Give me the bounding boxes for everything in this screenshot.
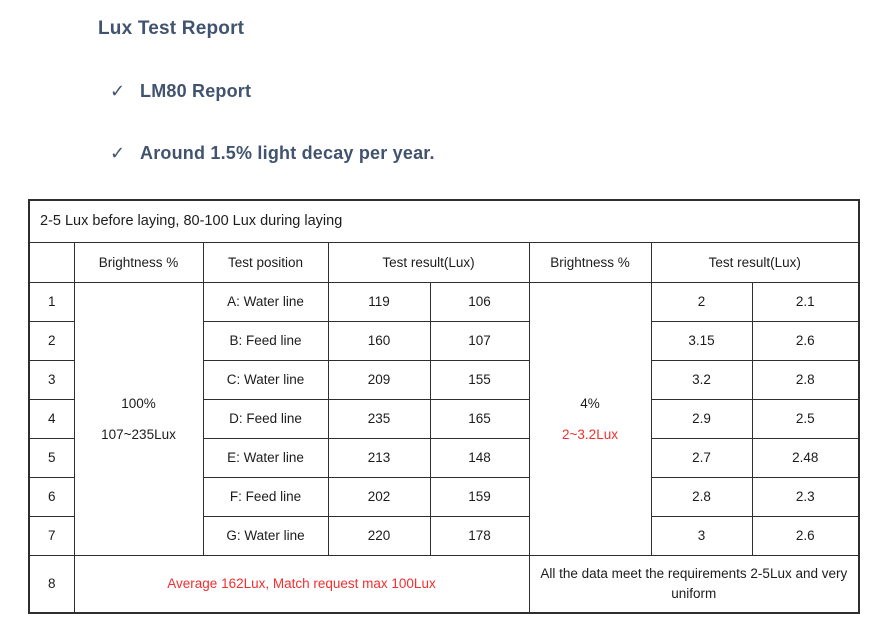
result-cell: 2.7 <box>650 437 753 478</box>
result-cell: 165 <box>429 398 530 439</box>
test-position-cell: D: Feed line <box>202 398 329 439</box>
brightness-left-range: 107~235Lux <box>101 426 176 442</box>
result-cell: 2.3 <box>751 476 860 517</box>
brightness-left-cell: 100% 107~235Lux <box>73 281 204 556</box>
result-cell: 178 <box>429 515 530 556</box>
test-position-cell: E: Water line <box>202 437 329 478</box>
row-number-cell: 3 <box>28 359 75 400</box>
row-number-cell: 1 <box>28 281 75 322</box>
result-cell: 3.2 <box>650 359 753 400</box>
table-caption: 2-5 Lux before laying, 80-100 Lux during… <box>28 199 860 243</box>
header-test-position: Test position <box>202 241 329 283</box>
result-cell: 2.9 <box>650 398 753 439</box>
bullet-label: LM80 Report <box>140 81 252 101</box>
brightness-right-value: 4% <box>580 395 600 411</box>
result-cell: 148 <box>429 437 530 478</box>
result-cell: 2.1 <box>751 281 860 322</box>
result-cell: 2.5 <box>751 398 860 439</box>
brightness-right-cell: 4% 2~3.2Lux <box>528 281 652 556</box>
result-cell: 202 <box>327 476 431 517</box>
result-cell: 2.6 <box>751 320 860 361</box>
table-row: 6 F: Feed line 202 159 2.8 2.3 <box>28 476 860 517</box>
bullet-item-light-decay: ✓ Around 1.5% light decay per year. <box>110 142 435 164</box>
result-cell: 155 <box>429 359 530 400</box>
result-cell: 107 <box>429 320 530 361</box>
brightness-left-value: 100% <box>121 395 156 411</box>
table-summary-row: 8 Average 162Lux, Match request max 100L… <box>28 554 860 614</box>
result-cell: 160 <box>327 320 431 361</box>
table-row: 5 E: Water line 213 148 2.7 2.48 <box>28 437 860 478</box>
row-number-cell: 6 <box>28 476 75 517</box>
row-number-cell: 2 <box>28 320 75 361</box>
result-cell: 2.8 <box>751 359 860 400</box>
summary-right-cell: All the data meet the requirements 2-5Lu… <box>528 554 860 614</box>
result-cell: 220 <box>327 515 431 556</box>
bullet-label: Around 1.5% light decay per year. <box>140 143 435 163</box>
test-position-cell: F: Feed line <box>202 476 329 517</box>
lux-test-table: 2-5 Lux before laying, 80-100 Lux during… <box>28 199 861 614</box>
result-cell: 119 <box>327 281 431 322</box>
result-cell: 3 <box>650 515 753 556</box>
summary-left-cell: Average 162Lux, Match request max 100Lux <box>73 554 530 614</box>
table-row: 2 B: Feed line 160 107 3.15 2.6 <box>28 320 860 361</box>
page-title: Lux Test Report <box>98 18 245 39</box>
result-cell: 235 <box>327 398 431 439</box>
result-cell: 106 <box>429 281 530 322</box>
result-cell: 213 <box>327 437 431 478</box>
table-row: 1 100% 107~235Lux A: Water line 119 106 … <box>28 281 860 556</box>
result-cell: 2 <box>650 281 753 322</box>
table-row: 3 C: Water line 209 155 3.2 2.8 <box>28 359 860 400</box>
table-row: 7 G: Water line 220 178 3 2.6 <box>28 515 860 556</box>
test-position-cell: B: Feed line <box>202 320 329 361</box>
header-result-left: Test result(Lux) <box>327 241 530 283</box>
table-row: 4 D: Feed line 235 165 2.9 2.5 <box>28 398 860 439</box>
row-number-cell: 5 <box>28 437 75 478</box>
checkmark-icon: ✓ <box>110 81 126 101</box>
header-result-right: Test result(Lux) <box>650 241 860 283</box>
brightness-right-range: 2~3.2Lux <box>562 426 618 442</box>
header-index <box>28 241 75 283</box>
row-number-cell: 4 <box>28 398 75 439</box>
header-brightness-left: Brightness % <box>73 241 204 283</box>
test-position-cell: G: Water line <box>202 515 329 556</box>
result-cell: 2.8 <box>650 476 753 517</box>
test-position-cell: C: Water line <box>202 359 329 400</box>
result-cell: 159 <box>429 476 530 517</box>
result-cell: 209 <box>327 359 431 400</box>
bullet-item-lm80: ✓ LM80 Report <box>110 80 251 102</box>
table-caption-row: 2-5 Lux before laying, 80-100 Lux during… <box>28 199 860 243</box>
row-number-cell: 7 <box>28 515 75 556</box>
result-cell: 3.15 <box>650 320 753 361</box>
checkmark-icon: ✓ <box>110 143 126 163</box>
result-cell: 2.48 <box>751 437 860 478</box>
row-number-cell: 8 <box>28 554 75 614</box>
table-header-row: Brightness % Test position Test result(L… <box>28 241 860 283</box>
result-cell: 2.6 <box>751 515 860 556</box>
header-brightness-right: Brightness % <box>528 241 652 283</box>
test-position-cell: A: Water line <box>202 281 329 322</box>
